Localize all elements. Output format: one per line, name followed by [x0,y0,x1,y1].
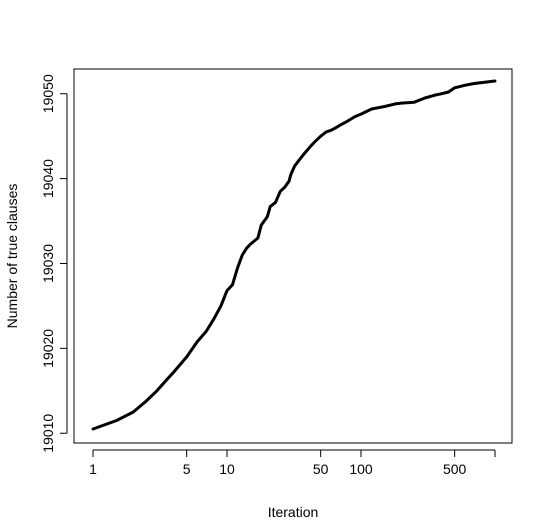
y-tick-label: 19020 [40,329,56,368]
x-tick-label: 5 [183,461,191,477]
series-layer [91,79,497,431]
y-tick-label: 19010 [40,414,56,453]
x-axis: 1 5 10 50 100 500 [89,449,496,477]
y-axis-title: Number of true clauses [4,184,20,329]
y-axis: 19010 19020 19030 19040 19050 [40,74,68,453]
series-line [91,79,497,431]
plot-frame [73,68,513,444]
y-tick-label: 19050 [40,74,56,113]
y-tick-label: 19030 [40,244,56,283]
x-tick-label: 10 [219,461,235,477]
x-tick-label: 1 [89,461,97,477]
x-axis-title: Iteration [268,504,319,520]
y-tick-label: 19040 [40,159,56,198]
x-tick-label: 100 [349,461,373,477]
x-tick-label: 50 [313,461,329,477]
x-tick-label: 500 [443,461,467,477]
